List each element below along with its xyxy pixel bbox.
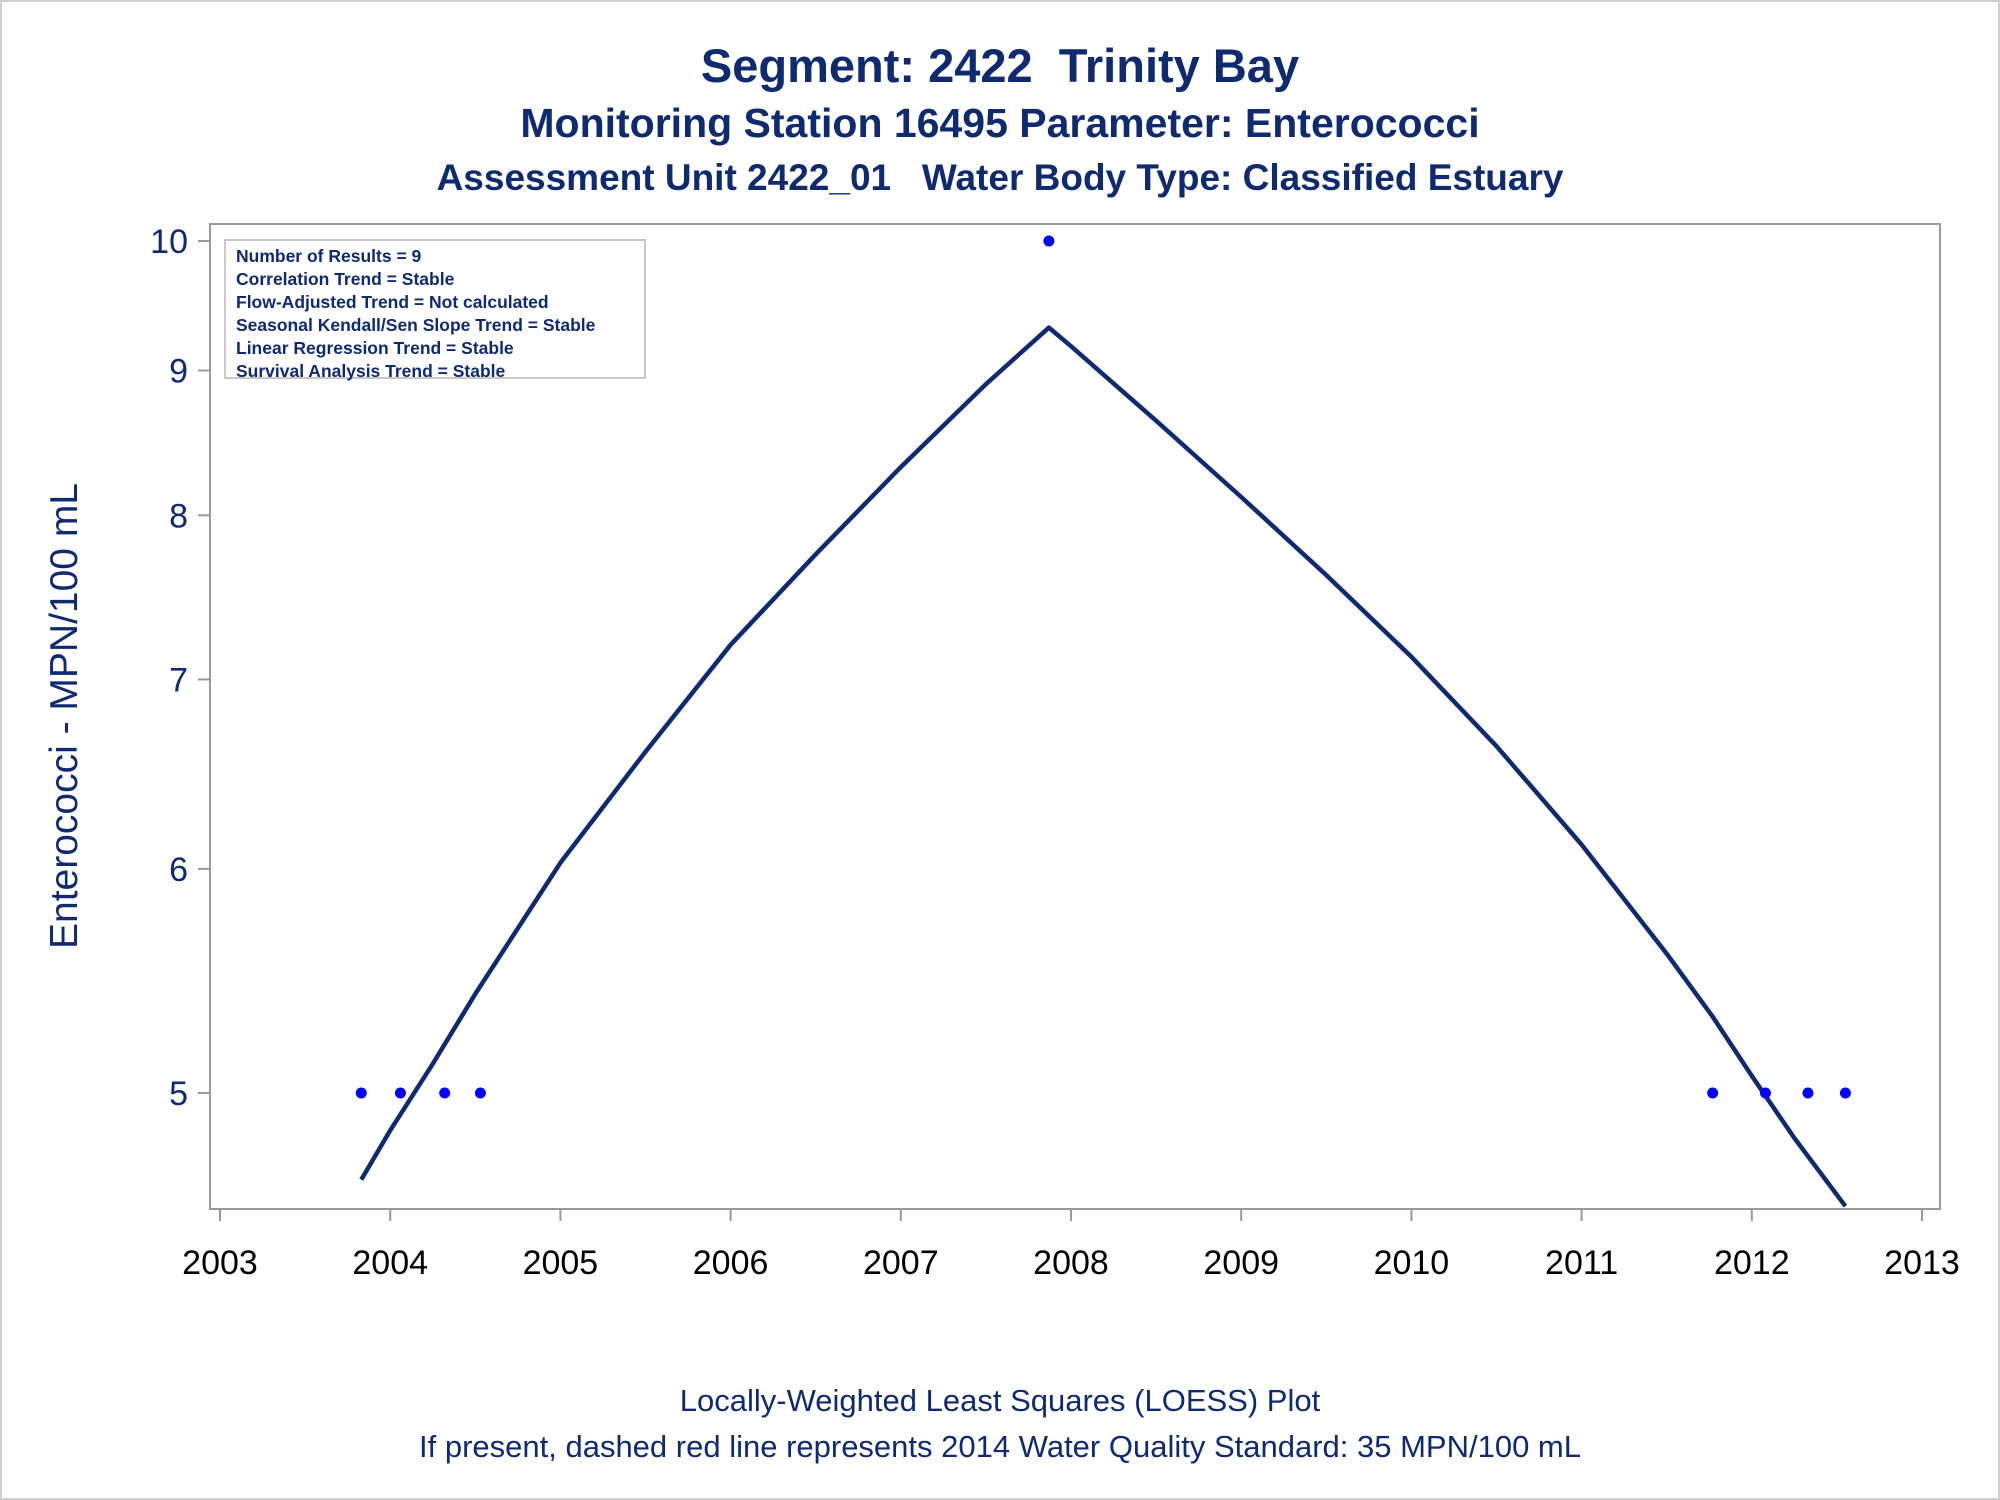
y-axis: 5 6 7 8 9 10 xyxy=(150,223,210,1113)
x-tick-label-2003: 2003 xyxy=(182,1244,258,1282)
x-tick-label-2006: 2006 xyxy=(693,1244,769,1282)
y-tick-label-10: 10 xyxy=(150,223,188,261)
data-point-6 xyxy=(1707,1087,1719,1099)
data-point-3 xyxy=(439,1087,451,1099)
x-tick-label-2008: 2008 xyxy=(1033,1244,1109,1282)
stat-survival-analysis-trend: Survival Analysis Trend = Stable xyxy=(236,361,506,381)
chart-subtitle-station: Monitoring Station 16495 Parameter: Ente… xyxy=(520,100,1480,146)
data-point-1 xyxy=(355,1087,367,1099)
x-tick-label-2005: 2005 xyxy=(523,1244,599,1282)
x-tick-label-2013: 2013 xyxy=(1884,1244,1960,1282)
data-point-5 xyxy=(1043,235,1055,247)
stat-correlation-trend: Correlation Trend = Stable xyxy=(236,269,455,289)
x-tick-label-2011: 2011 xyxy=(1545,1244,1618,1282)
stat-flow-adjusted-trend: Flow-Adjusted Trend = Not calculated xyxy=(236,292,549,312)
y-tick-label-6: 6 xyxy=(169,851,188,889)
data-point-7 xyxy=(1759,1087,1771,1099)
data-point-8 xyxy=(1802,1087,1814,1099)
stat-number-of-results: Number of Results = 9 xyxy=(236,246,422,266)
x-axis: 2003 2004 2005 2006 2007 2008 2009 2010 2011 2012… xyxy=(182,1209,1960,1282)
chart-subtitle-assessment: Assessment Unit 2422_01 Water Body Type:… xyxy=(436,157,1564,198)
x-tick-label-2010: 2010 xyxy=(1374,1244,1450,1282)
x-tick-label-2009: 2009 xyxy=(1203,1244,1279,1282)
y-tick-label-7: 7 xyxy=(169,661,188,699)
stat-linear-regression-trend: Linear Regression Trend = Stable xyxy=(236,338,514,358)
footer-plot-type: Locally-Weighted Least Squares (LOESS) P… xyxy=(679,1383,1321,1418)
x-tick-label-2004: 2004 xyxy=(352,1244,428,1282)
stat-seasonal-kendall-trend: Seasonal Kendall/Sen Slope Trend = Stabl… xyxy=(236,315,596,335)
footer-standard-note: If present, dashed red line represents 2… xyxy=(419,1429,1581,1464)
y-tick-label-9: 9 xyxy=(169,353,188,391)
chart-title: Segment: 2422 Trinity Bay xyxy=(700,39,1300,92)
y-axis-label: Enterococci - MPN/100 mL xyxy=(43,483,86,949)
y-tick-label-5: 5 xyxy=(169,1075,188,1113)
trend-stats-box: Number of Results = 9 Correlation Trend … xyxy=(224,239,646,381)
x-tick-label-2007: 2007 xyxy=(863,1244,939,1282)
data-point-4 xyxy=(474,1087,486,1099)
x-tick-label-2012: 2012 xyxy=(1714,1244,1790,1282)
plot-area xyxy=(209,223,1941,1210)
data-points xyxy=(355,235,1851,1099)
data-point-9 xyxy=(1839,1087,1851,1099)
data-point-2 xyxy=(394,1087,406,1099)
loess-curve xyxy=(359,325,1848,1208)
y-tick-label-8: 8 xyxy=(169,497,188,535)
